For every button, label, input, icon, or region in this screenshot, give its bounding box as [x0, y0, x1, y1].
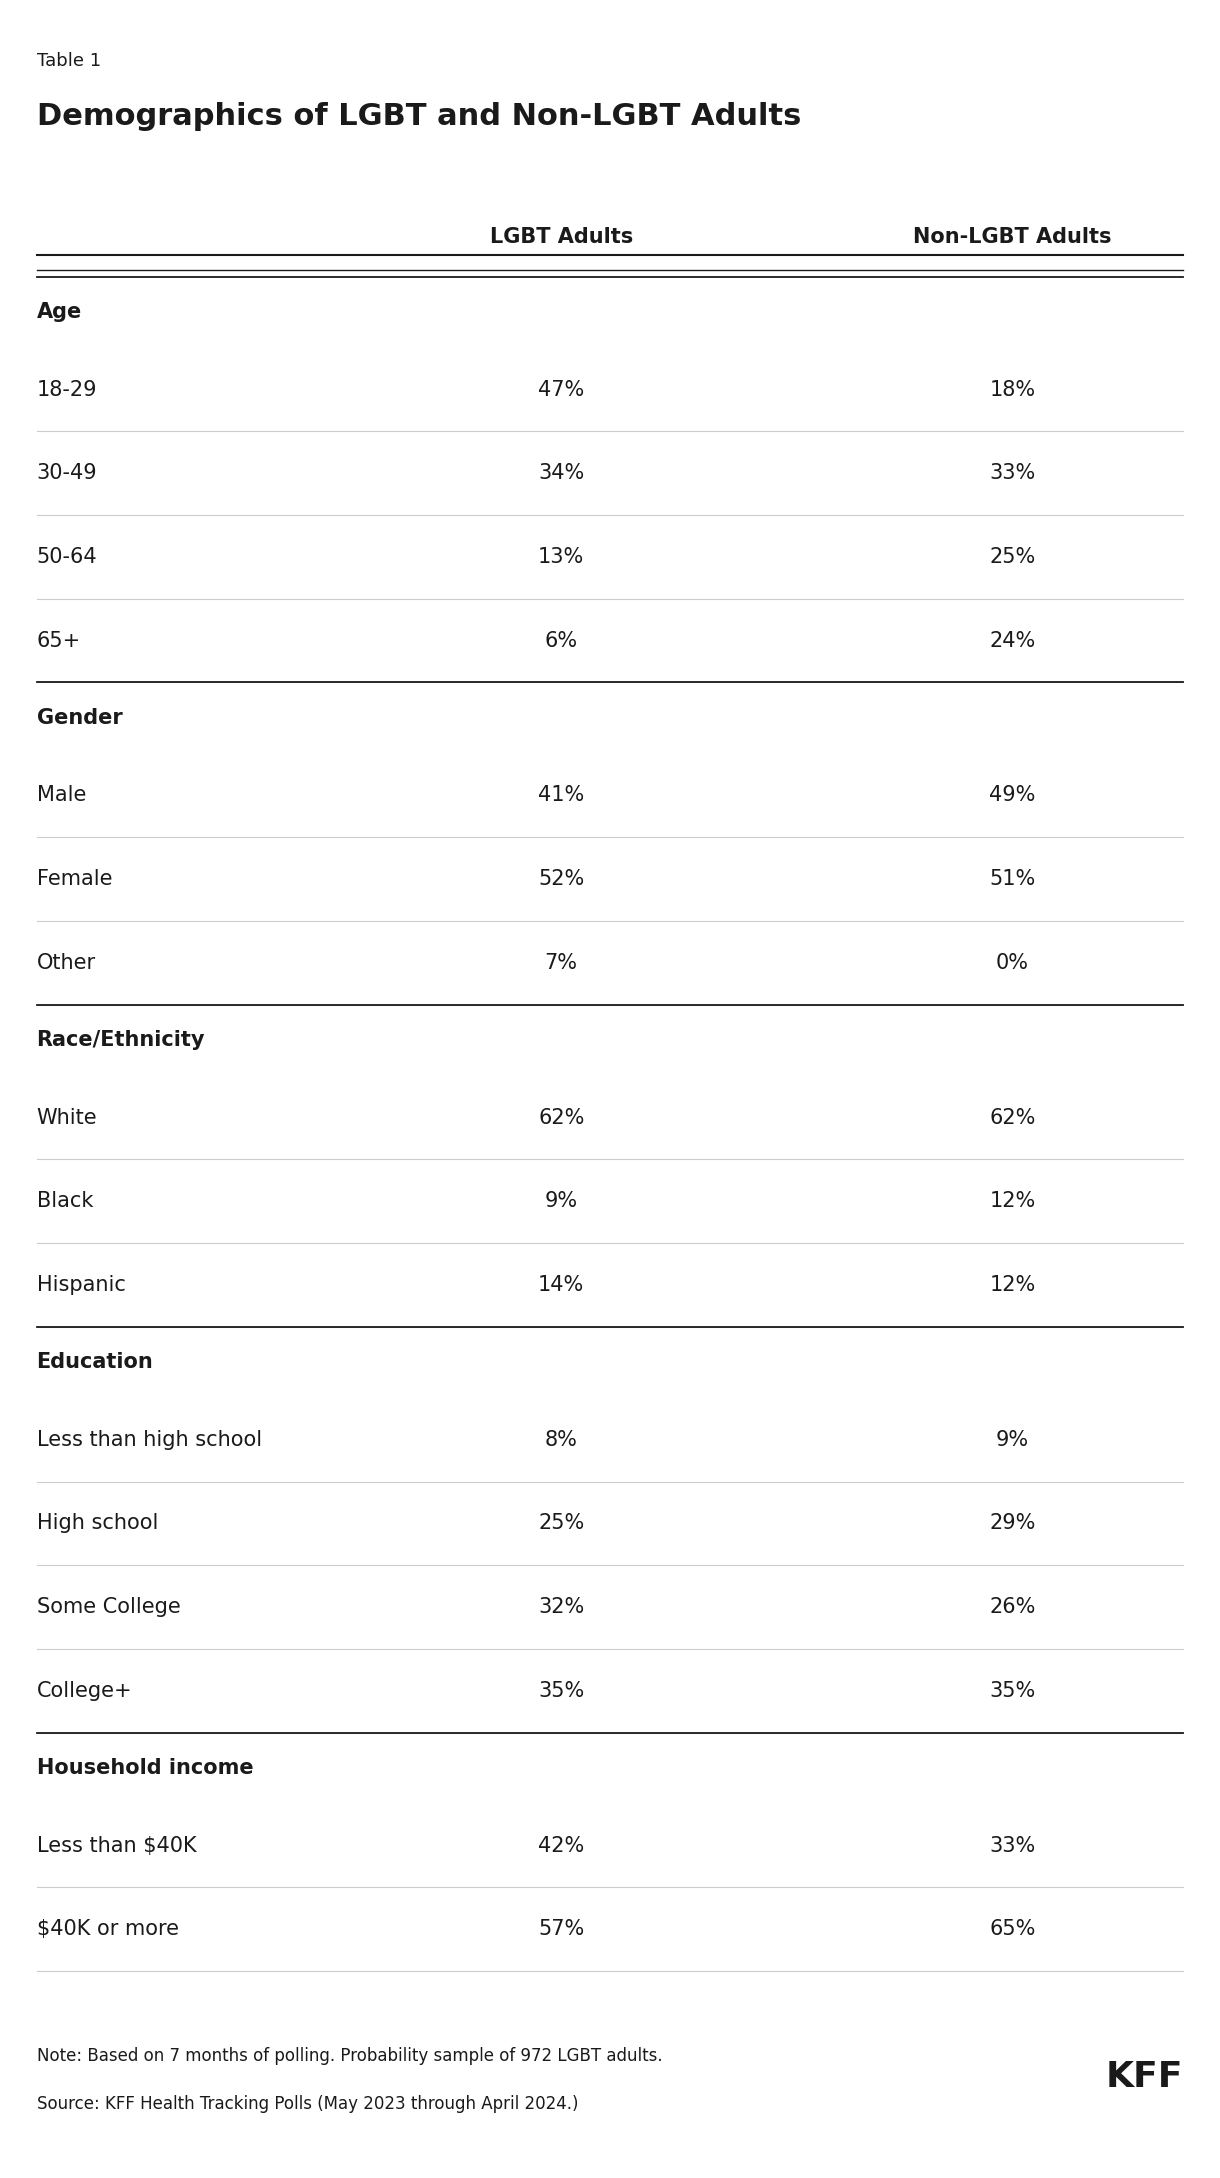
- Text: Non-LGBT Adults: Non-LGBT Adults: [914, 227, 1111, 246]
- Text: 24%: 24%: [989, 632, 1036, 651]
- Text: Gender: Gender: [37, 708, 122, 727]
- Text: College+: College+: [37, 1681, 132, 1701]
- Text: 65%: 65%: [989, 1919, 1036, 1938]
- Text: KFF: KFF: [1105, 2060, 1183, 2095]
- Text: White: White: [37, 1109, 98, 1128]
- Text: 34%: 34%: [538, 464, 584, 484]
- Text: 62%: 62%: [538, 1109, 584, 1128]
- Text: 30-49: 30-49: [37, 464, 98, 484]
- Text: 33%: 33%: [989, 464, 1036, 484]
- Text: 9%: 9%: [996, 1429, 1030, 1451]
- Text: 33%: 33%: [989, 1836, 1036, 1856]
- Text: 42%: 42%: [538, 1836, 584, 1856]
- Text: Demographics of LGBT and Non-LGBT Adults: Demographics of LGBT and Non-LGBT Adults: [37, 102, 802, 131]
- Text: 52%: 52%: [538, 869, 584, 889]
- Text: Note: Based on 7 months of polling. Probability sample of 972 LGBT adults.: Note: Based on 7 months of polling. Prob…: [37, 2047, 662, 2065]
- Text: 6%: 6%: [544, 632, 578, 651]
- Text: 32%: 32%: [538, 1596, 584, 1616]
- Text: LGBT Adults: LGBT Adults: [489, 227, 633, 246]
- Text: 29%: 29%: [989, 1514, 1036, 1533]
- Text: 26%: 26%: [989, 1596, 1036, 1616]
- Text: $40K or more: $40K or more: [37, 1919, 178, 1938]
- Text: Race/Ethnicity: Race/Ethnicity: [37, 1030, 205, 1050]
- Text: 35%: 35%: [989, 1681, 1036, 1701]
- Text: 49%: 49%: [989, 786, 1036, 806]
- Text: Male: Male: [37, 786, 85, 806]
- Text: 18-29: 18-29: [37, 379, 98, 399]
- Text: 7%: 7%: [544, 952, 578, 974]
- Text: Female: Female: [37, 869, 112, 889]
- Text: 13%: 13%: [538, 547, 584, 566]
- Text: 9%: 9%: [544, 1191, 578, 1211]
- Text: 25%: 25%: [989, 547, 1036, 566]
- Text: Source: KFF Health Tracking Polls (May 2023 through April 2024.): Source: KFF Health Tracking Polls (May 2…: [37, 2095, 578, 2113]
- Text: Some College: Some College: [37, 1596, 181, 1616]
- Text: 25%: 25%: [538, 1514, 584, 1533]
- Text: Other: Other: [37, 952, 95, 974]
- Text: Black: Black: [37, 1191, 93, 1211]
- Text: 41%: 41%: [538, 786, 584, 806]
- Text: 18%: 18%: [989, 379, 1036, 399]
- Text: Household income: Household income: [37, 1758, 254, 1777]
- Text: 51%: 51%: [989, 869, 1036, 889]
- Text: 57%: 57%: [538, 1919, 584, 1938]
- Text: 0%: 0%: [996, 952, 1030, 974]
- Text: 14%: 14%: [538, 1274, 584, 1296]
- Text: 35%: 35%: [538, 1681, 584, 1701]
- Text: 47%: 47%: [538, 379, 584, 399]
- Text: 50-64: 50-64: [37, 547, 98, 566]
- Text: Age: Age: [37, 303, 82, 322]
- Text: Education: Education: [37, 1353, 154, 1372]
- Text: Table 1: Table 1: [37, 52, 101, 70]
- Text: 65+: 65+: [37, 632, 81, 651]
- Text: 8%: 8%: [545, 1429, 577, 1451]
- Text: 12%: 12%: [989, 1274, 1036, 1296]
- Text: Hispanic: Hispanic: [37, 1274, 126, 1296]
- Text: Less than high school: Less than high school: [37, 1429, 262, 1451]
- Text: 62%: 62%: [989, 1109, 1036, 1128]
- Text: 12%: 12%: [989, 1191, 1036, 1211]
- Text: Less than $40K: Less than $40K: [37, 1836, 196, 1856]
- Text: High school: High school: [37, 1514, 157, 1533]
